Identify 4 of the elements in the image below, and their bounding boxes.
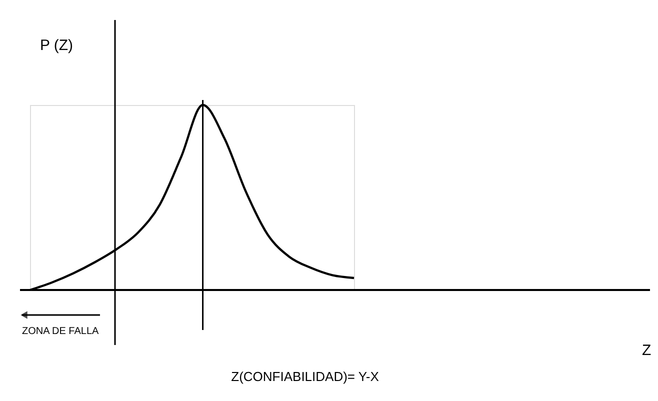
text: ZONA DE FALLA — [22, 326, 100, 337]
text: Z — [642, 342, 652, 359]
y-axis-title: P (Z) — [40, 37, 74, 54]
text: Z(CONFIABILIDAD)= Y-X — [231, 369, 380, 384]
